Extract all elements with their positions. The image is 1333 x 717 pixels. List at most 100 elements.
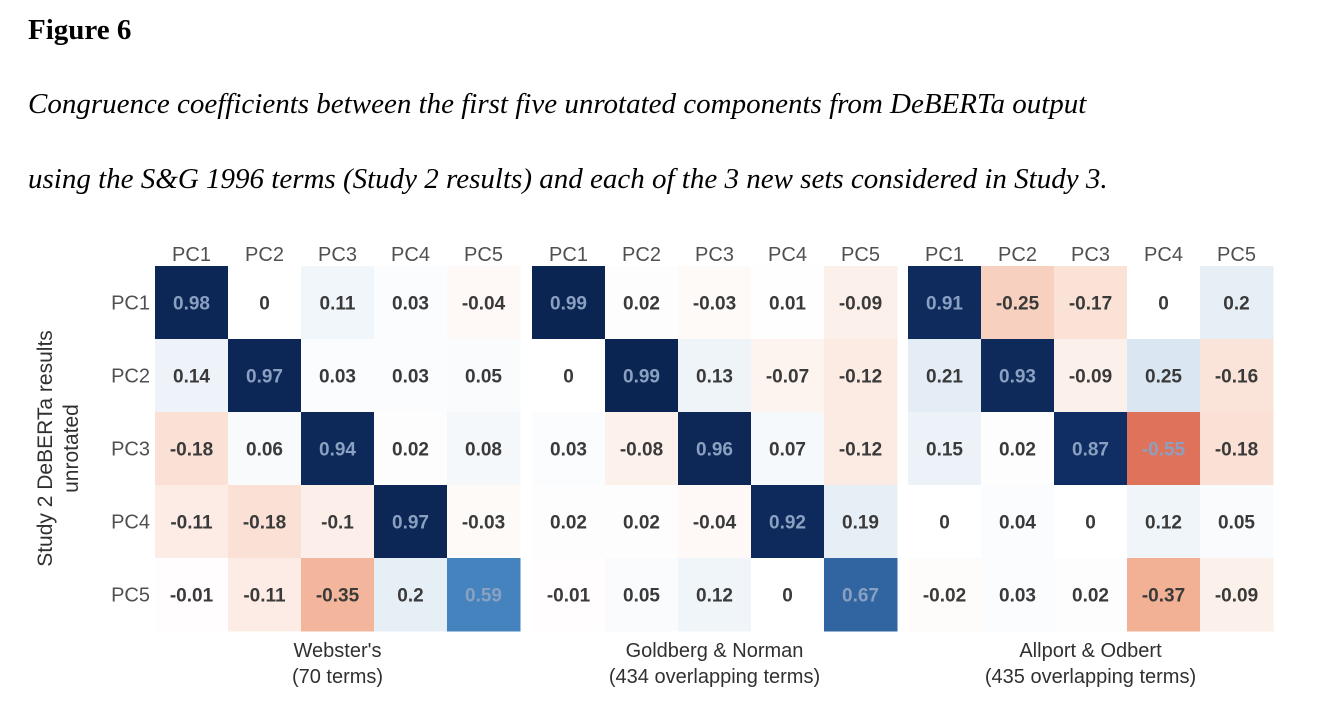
cell-value-label: -0.09 xyxy=(1215,586,1258,607)
heatmap-cell xyxy=(374,485,448,559)
heatmap-cell xyxy=(751,339,825,413)
column-label: PC3 xyxy=(1071,244,1110,266)
cell-value-label: 0 xyxy=(1085,513,1096,534)
heatmap-cell xyxy=(1127,558,1201,632)
heatmap-cell xyxy=(155,339,229,413)
cell-value-label: -0.18 xyxy=(243,513,286,534)
heatmap-cell xyxy=(228,339,302,413)
row-label: PC1 xyxy=(111,293,150,315)
cell-value-label: 0.87 xyxy=(1072,440,1109,461)
figure-label: Figure 6 xyxy=(28,14,132,46)
heatmap-cell xyxy=(678,266,752,340)
heatmap-cell xyxy=(374,558,448,632)
cell-value-label: 0.02 xyxy=(392,440,429,461)
cell-value-label: 0.06 xyxy=(246,440,283,461)
column-label: PC3 xyxy=(318,244,357,266)
heatmap-cell xyxy=(532,339,606,413)
heatmap-cell xyxy=(1200,266,1274,340)
heatmap-cell xyxy=(532,266,606,340)
cell-value-label: 0.04 xyxy=(999,513,1036,534)
heatmap-cell xyxy=(1200,485,1274,559)
row-label: PC4 xyxy=(111,512,150,534)
heatmap-cell xyxy=(447,412,521,486)
cell-value-label: 0.02 xyxy=(999,440,1036,461)
row-label: PC2 xyxy=(111,366,150,388)
cell-value-label: 0 xyxy=(259,294,270,315)
caption-line-2: using the S&G 1996 terms (Study 2 result… xyxy=(28,163,1108,195)
cell-value-label: -0.16 xyxy=(1215,367,1258,388)
heatmap-cell xyxy=(678,485,752,559)
cell-value-label: 0.12 xyxy=(696,586,733,607)
cell-value-label: -0.17 xyxy=(1069,294,1112,315)
cell-value-label: -0.08 xyxy=(620,440,663,461)
panel-subtitle: (70 terms) xyxy=(292,666,383,688)
heatmap-cell xyxy=(678,412,752,486)
heatmap-cell xyxy=(908,558,982,632)
heatmap-cell xyxy=(447,558,521,632)
heatmap-cell xyxy=(374,266,448,340)
cell-value-label: 0.03 xyxy=(392,294,429,315)
cell-value-label: -0.09 xyxy=(839,294,882,315)
heatmap-cell xyxy=(981,485,1055,559)
heatmap-cell xyxy=(228,485,302,559)
column-label: PC1 xyxy=(925,244,964,266)
heatmap-cell xyxy=(1200,339,1274,413)
cell-value-label: 0.15 xyxy=(926,440,963,461)
column-label: PC2 xyxy=(998,244,1037,266)
y-axis-label-line-2: unrotated xyxy=(60,404,83,493)
heatmap-cell xyxy=(605,339,679,413)
cell-value-label: 0.94 xyxy=(319,440,356,461)
cell-value-label: 0 xyxy=(939,513,950,534)
y-axis-label-line-1: Study 2 DeBERTa results xyxy=(34,330,57,567)
heatmap-cell xyxy=(228,412,302,486)
heatmap-cell xyxy=(981,412,1055,486)
cell-value-label: -0.18 xyxy=(170,440,213,461)
cell-value-label: -0.11 xyxy=(243,586,286,607)
heatmap-cell xyxy=(678,558,752,632)
heatmap-cell xyxy=(908,485,982,559)
heatmap-cell xyxy=(447,266,521,340)
cell-value-label: 0.07 xyxy=(769,440,806,461)
heatmap-cell xyxy=(824,412,898,486)
cell-value-label: -0.02 xyxy=(923,586,966,607)
cell-value-label: 0.21 xyxy=(926,367,963,388)
cell-value-label: -0.55 xyxy=(1142,440,1186,461)
cell-value-label: 0.2 xyxy=(1223,294,1249,315)
cell-value-label: 0.92 xyxy=(769,513,806,534)
heatmap-cell xyxy=(751,412,825,486)
column-label: PC5 xyxy=(841,244,880,266)
cell-value-label: 0.2 xyxy=(397,586,423,607)
heatmap-cell xyxy=(447,485,521,559)
cell-value-label: -0.03 xyxy=(462,513,505,534)
cell-value-label: -0.01 xyxy=(170,586,214,607)
heatmap-cell xyxy=(1127,412,1201,486)
heatmap-cell xyxy=(824,485,898,559)
column-label: PC4 xyxy=(768,244,807,266)
column-label: PC3 xyxy=(695,244,734,266)
heatmap-cell xyxy=(1200,412,1274,486)
heatmap-cell xyxy=(1127,339,1201,413)
cell-value-label: 0.03 xyxy=(550,440,587,461)
heatmap-cell xyxy=(228,266,302,340)
cell-value-label: 0.19 xyxy=(842,513,879,534)
cell-value-label: 0.99 xyxy=(623,367,660,388)
heatmap-cell xyxy=(751,485,825,559)
heatmap-cell xyxy=(1054,339,1128,413)
heatmap-cell xyxy=(532,412,606,486)
heatmap-cell xyxy=(1127,266,1201,340)
cell-value-label: 0.14 xyxy=(173,367,210,388)
panel-title: Allport & Odbert xyxy=(1019,640,1162,662)
panel-title: Webster's xyxy=(294,640,382,662)
heatmap-cell xyxy=(155,558,229,632)
cell-value-label: 0.91 xyxy=(926,294,963,315)
heatmap-cell xyxy=(908,412,982,486)
cell-value-label: -0.12 xyxy=(839,367,882,388)
cell-value-label: -0.07 xyxy=(766,367,809,388)
cell-value-label: -0.04 xyxy=(693,513,737,534)
row-label: PC5 xyxy=(111,585,150,607)
cell-value-label: 0.02 xyxy=(623,294,660,315)
cell-value-label: -0.1 xyxy=(321,513,354,534)
cell-value-label: 0.02 xyxy=(623,513,660,534)
heatmap-cell xyxy=(678,339,752,413)
heatmap-cell xyxy=(447,339,521,413)
